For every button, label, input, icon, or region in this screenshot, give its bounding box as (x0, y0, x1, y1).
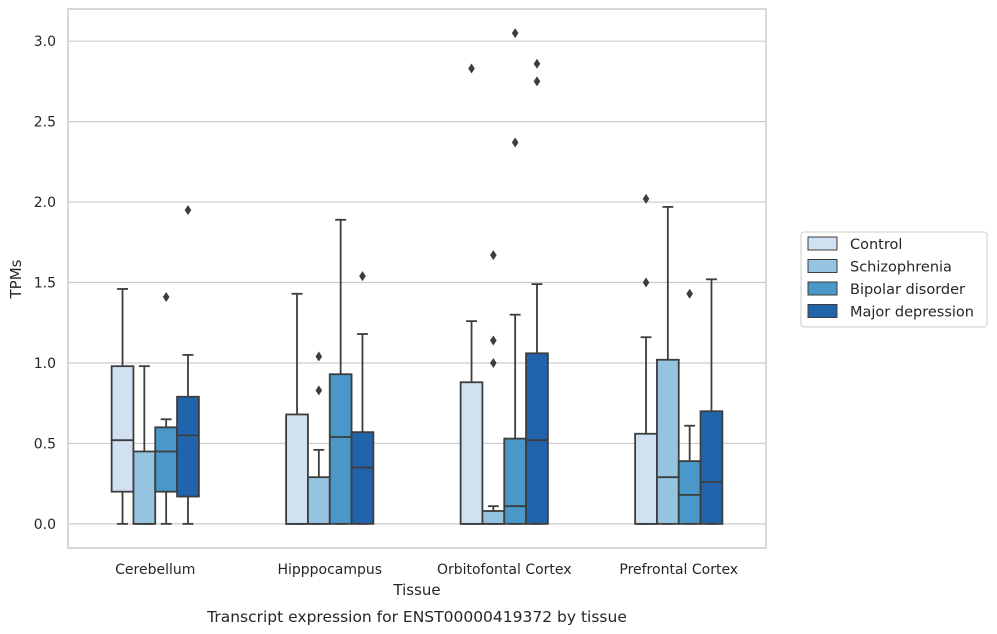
y-tick-label: 2.5 (34, 115, 56, 131)
y-tick-label: 1.5 (34, 276, 56, 292)
outlier-point (533, 76, 541, 87)
box-control (285, 292, 309, 525)
x-tick-label: Prefrontal Cortex (619, 562, 738, 578)
box-major-depression (176, 205, 200, 525)
outlier-point (533, 58, 541, 69)
y-tick-label: 0.0 (34, 517, 56, 533)
box-iqr (656, 358, 680, 525)
outlier-point (490, 357, 497, 368)
y-tick-label: 2.0 (34, 195, 56, 211)
x-tick-label: Hipppocampus (277, 562, 382, 578)
outlier-point (359, 271, 366, 282)
legend: Control Schizophrenia Bipolar disorder Majo… (800, 231, 988, 328)
box-series (110, 28, 724, 525)
box-major-depression (525, 58, 549, 525)
x-tick-labels: Cerebellum Hipppocampus Orbitofontal Corte… (115, 562, 738, 578)
box-iqr (110, 365, 135, 493)
box-iqr (677, 460, 702, 525)
legend-label: Schizophrenia (850, 260, 952, 276)
box-iqr (154, 426, 178, 493)
box-iqr (634, 432, 658, 525)
outlier-point (490, 335, 497, 346)
outlier-point (511, 28, 519, 39)
outlier-point (642, 277, 650, 288)
y-tick-label: 0.5 (34, 436, 56, 452)
y-axis-label: TPMs (7, 259, 25, 299)
x-tick-label: Orbitofontal Cortex (437, 562, 572, 578)
legend-label: Control (850, 237, 902, 253)
box-control (459, 63, 484, 525)
box-schizophrenia (656, 206, 680, 525)
box-iqr (459, 381, 484, 525)
outlier-point (184, 205, 192, 216)
box-iqr (176, 395, 200, 498)
y-tick-labels: 0.0 0.5 1.0 1.5 2.0 2.5 3.0 (34, 34, 56, 533)
legend-frame (800, 231, 988, 328)
y-tick-label: 3.0 (34, 34, 56, 50)
box-major-depression (699, 278, 724, 525)
plot-frame (67, 8, 767, 549)
box-iqr (525, 352, 549, 525)
chart-caption: Transcript expression for ENST0000041937… (206, 608, 627, 626)
outlier-point (315, 385, 323, 396)
box-control (110, 288, 135, 525)
legend-label: Major depression (850, 305, 974, 321)
legend-swatch (807, 259, 838, 273)
y-tick-label: 1.0 (34, 356, 56, 372)
box-bipolar-disorder (677, 288, 702, 525)
legend-swatch (807, 281, 838, 296)
box-iqr (285, 413, 309, 525)
box-bipolar-disorder (328, 218, 353, 525)
outlier-point (642, 193, 650, 204)
legend-label: Bipolar disorder (850, 282, 965, 298)
outlier-point (490, 250, 497, 261)
box-major-depression (350, 271, 375, 525)
box-iqr (132, 450, 157, 525)
outlier-point (315, 351, 323, 362)
x-axis-label: Tissue (392, 581, 440, 599)
outlier-point (468, 63, 475, 74)
legend-swatch (807, 236, 838, 251)
legend-swatch (807, 304, 838, 318)
box-iqr (307, 476, 331, 525)
box-iqr (481, 510, 506, 525)
box-iqr (350, 431, 375, 525)
x-tick-label: Cerebellum (115, 562, 195, 578)
box-iqr (699, 410, 724, 525)
outlier-point (511, 137, 519, 148)
outlier-point (162, 292, 170, 303)
box-bipolar-disorder (503, 28, 527, 525)
box-iqr (503, 437, 527, 525)
outlier-point (686, 288, 693, 299)
box-iqr (328, 373, 353, 525)
